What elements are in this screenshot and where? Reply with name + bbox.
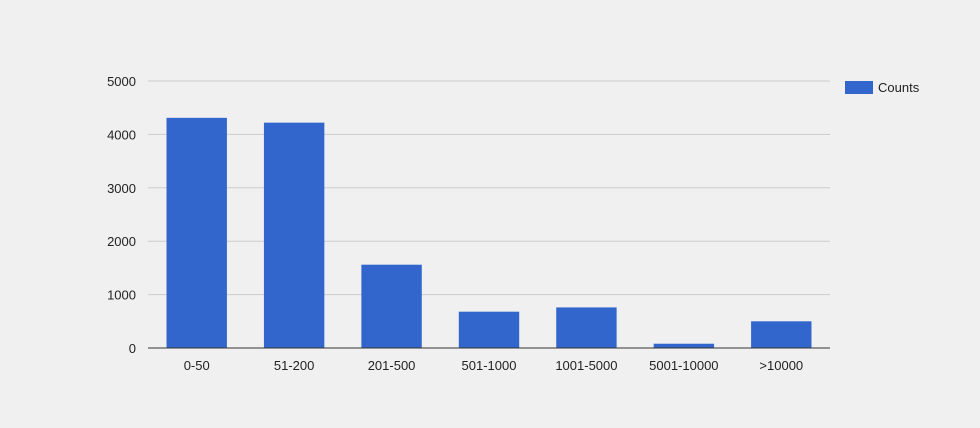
bars (166, 117, 812, 348)
bar-201-500 (361, 264, 422, 348)
gridlines (148, 80, 830, 296)
y-tick-label: 2000 (107, 234, 136, 249)
x-tick-label: 51-200 (274, 358, 314, 373)
y-tick-label: 4000 (107, 127, 136, 142)
y-tick-label: 3000 (107, 181, 136, 196)
y-tick-label: 0 (129, 341, 136, 356)
y-tick-label: 5000 (107, 74, 136, 89)
x-tick-label: 201-500 (368, 358, 416, 373)
bar-0-50 (166, 117, 227, 348)
bar-51-200 (263, 122, 325, 348)
bar->10000 (751, 321, 812, 348)
bar-1001-5000 (556, 307, 617, 348)
y-tick-label: 1000 (107, 288, 136, 303)
x-tick-label: 1001-5000 (555, 358, 617, 373)
legend-label-counts: Counts (878, 80, 920, 95)
x-tick-label: 5001-10000 (649, 358, 718, 373)
x-tick-label: 0-50 (184, 358, 210, 373)
legend: Counts (845, 80, 920, 95)
x-axis-tick-labels: 0-50 51-200 201-500 501-1000 1001-5000 5001-1… (184, 358, 803, 373)
x-tick-label: 501-1000 (462, 358, 517, 373)
bar-501-1000 (458, 311, 520, 348)
x-tick-label: >10000 (759, 358, 803, 373)
bar-5001-10000 (653, 343, 715, 348)
y-axis-tick-labels: 0 1000 2000 3000 4000 5000 (107, 74, 136, 356)
legend-swatch-counts (845, 81, 873, 94)
